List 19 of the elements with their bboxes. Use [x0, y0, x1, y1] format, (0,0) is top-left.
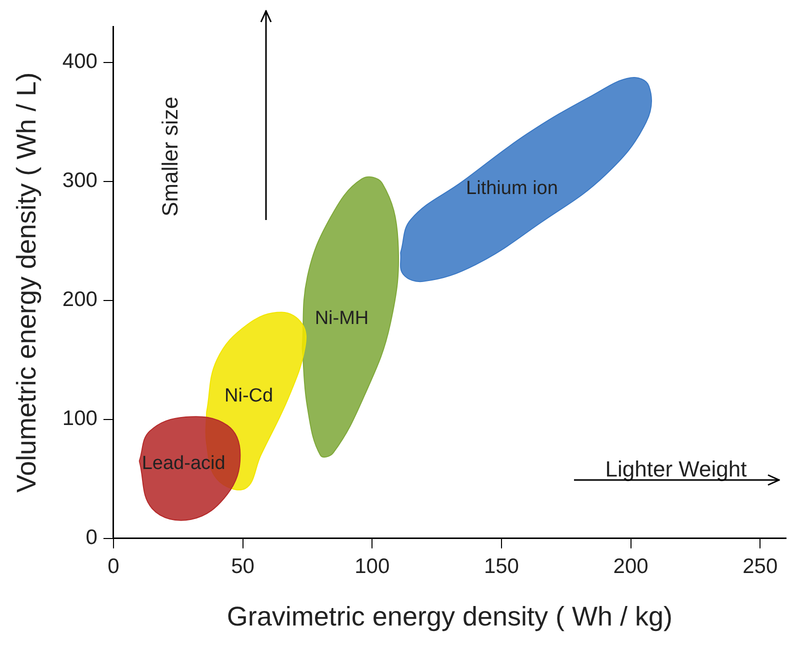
annotation: Smaller size	[158, 96, 182, 217]
series-label: Ni-MH	[314, 308, 369, 330]
series-label: Ni-Cd	[224, 385, 274, 406]
annotation: Lighter Weight	[605, 456, 747, 482]
y-tick-label: 300	[62, 169, 98, 192]
x-tick-label: 50	[231, 554, 254, 578]
series-label: Lithium ion	[466, 178, 558, 199]
x-tick-label: 200	[613, 554, 648, 578]
y-tick-label: 400	[62, 50, 98, 74]
y-tick-label: 0	[86, 526, 98, 550]
x-tick-label: 100	[354, 554, 390, 578]
x-tick-label: 250	[742, 554, 778, 578]
series-label: Lead-acid	[142, 452, 226, 474]
y-tick-label: 200	[62, 288, 98, 312]
x-axis-title: Gravimetric energy density ( Wh / kg)	[226, 601, 673, 632]
y-axis-title: Volumetric energy density ( Wh / L)	[12, 72, 42, 493]
x-tick-label: 0	[108, 554, 120, 578]
y-tick-label: 100	[62, 407, 98, 430]
x-tick-label: 150	[484, 554, 519, 578]
